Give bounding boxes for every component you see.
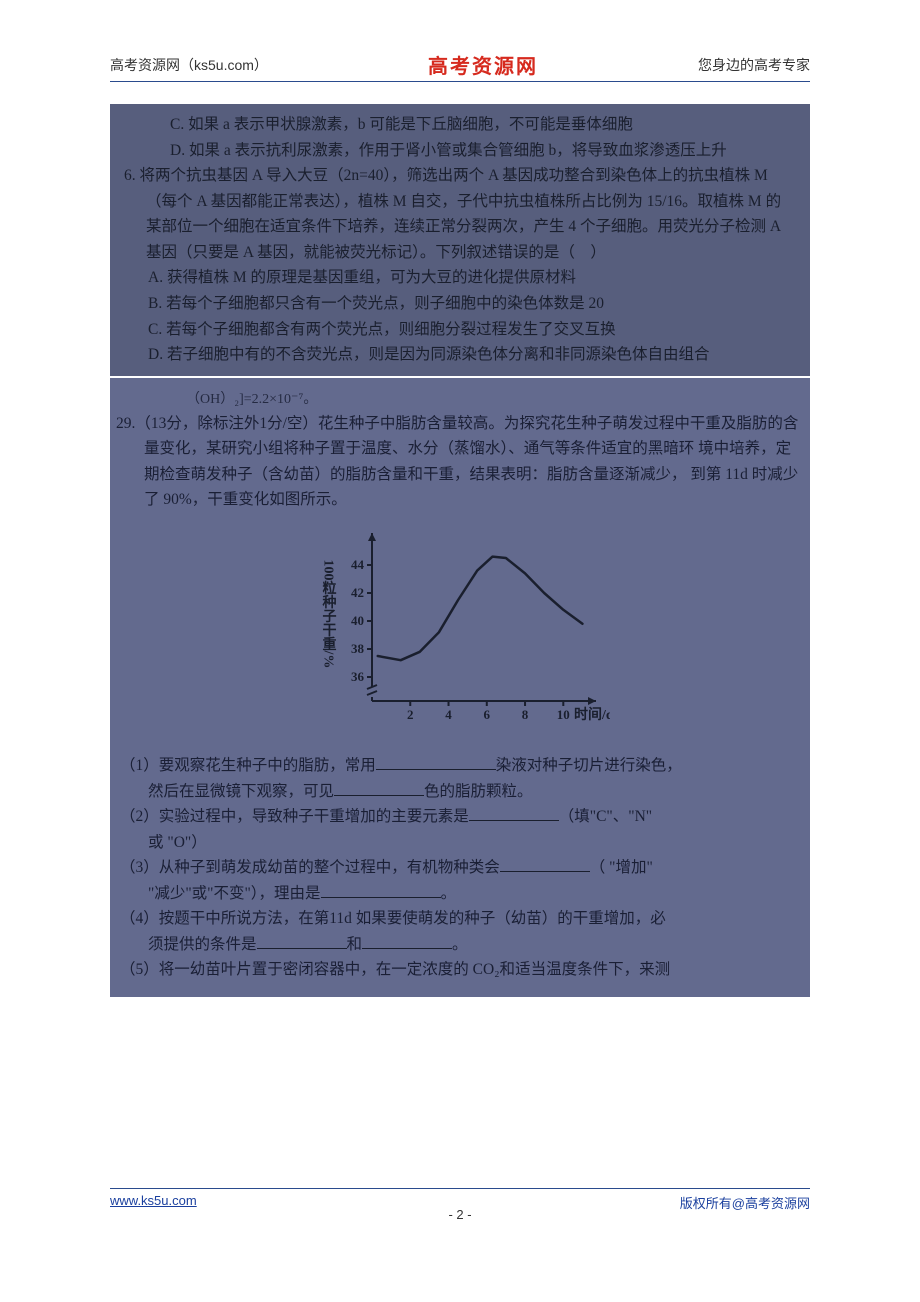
q29-3-a: （3）从种子到萌发成幼苗的整个过程中，有机物种类会 <box>120 859 500 876</box>
page-number: - 2 - <box>448 1207 471 1222</box>
svg-text:38: 38 <box>351 641 365 656</box>
page-footer: www.ks5u.com - 2 - 版权所有@高考资源网 <box>110 1188 810 1212</box>
question-block-1: C. 如果 a 表示甲状腺激素，b 可能是下丘脑细胞，不可能是垂体细胞 D. 如… <box>110 104 810 376</box>
q29-1-a: （1）要观察花生种子中的脂肪，常用 <box>120 757 376 774</box>
chart-container: 36 38 40 42 44 2 4 6 8 10 100粒种子干重/% 时间/d <box>116 525 804 735</box>
blank <box>257 933 347 949</box>
svg-text:42: 42 <box>351 585 364 600</box>
question-block-2: （OH）₂]=2.2×10⁻⁷。 29.（13分，除标注外1分/空）花生种子中脂… <box>110 378 810 997</box>
q29-4-d: 。 <box>452 936 468 953</box>
q6-opt-a: A. 获得植株 M 的原理是基因重组，可为大豆的进化提供原材料 <box>124 265 796 291</box>
svg-text:100粒种子干重/%: 100粒种子干重/% <box>321 560 338 669</box>
svg-text:4: 4 <box>445 707 452 722</box>
svg-text:44: 44 <box>351 557 365 572</box>
q6-opt-b: B. 若每个子细胞都只含有一个荧光点，则子细胞中的染色体数是 20 <box>124 291 796 317</box>
q29-1: （1）要观察花生种子中的脂肪，常用 染液对种子切片进行染色， <box>116 753 804 779</box>
dry-weight-chart: 36 38 40 42 44 2 4 6 8 10 100粒种子干重/% 时间/d <box>310 525 610 735</box>
svg-text:6: 6 <box>484 707 491 722</box>
partial-prev-line: （OH）₂]=2.2×10⁻⁷。 <box>116 388 804 411</box>
q29-5: （5）将一幼苗叶片置于密闭容器中，在一定浓度的 CO₂和适当温度条件下，来测 <box>116 957 804 983</box>
content-area: C. 如果 a 表示甲状腺激素，b 可能是下丘脑细胞，不可能是垂体细胞 D. 如… <box>110 104 810 997</box>
svg-text:时间/d: 时间/d <box>574 706 610 723</box>
q6-opt-d: D. 若子细胞中有的不含荧光点，则是因为同源染色体分离和非同源染色体自由组合 <box>124 342 796 368</box>
blank <box>500 857 590 873</box>
q29-1-b: 染液对种子切片进行染色， <box>496 757 682 774</box>
q29-2-cont: 或 "O"） <box>116 830 804 856</box>
svg-text:2: 2 <box>407 707 414 722</box>
q29-stem: 29.（13分，除标注外1分/空）花生种子中脂肪含量较高。为探究花生种子萌发过程… <box>116 411 804 513</box>
q29-3-c: "减少"或"不变"），理由是 <box>148 885 321 902</box>
svg-text:8: 8 <box>522 707 529 722</box>
blank <box>334 780 424 796</box>
q29-1-d: 色的脂肪颗粒。 <box>424 783 533 800</box>
q29-1-c: 然后在显微镜下观察，可见 <box>148 783 334 800</box>
blank <box>321 882 441 898</box>
blank <box>376 754 496 770</box>
page-header: 高考资源网（ks5u.com） 高考资源网 您身边的高考专家 <box>110 50 810 82</box>
q6-opt-c: C. 若每个子细胞都含有两个荧光点，则细胞分裂过程发生了交叉互换 <box>124 317 796 343</box>
header-title: 高考资源网 <box>428 50 538 79</box>
blank <box>362 933 452 949</box>
q6-stem: 6. 将两个抗虫基因 A 导入大豆（2n=40），筛选出两个 A 基因成功整合到… <box>124 163 796 265</box>
q29-3-d: 。 <box>441 885 457 902</box>
q29-4: （4）按题干中所说方法，在第11d 如果要使萌发的种子（幼苗）的干重增加，必 <box>116 906 804 932</box>
q29-2: （2）实验过程中，导致种子干重增加的主要元素是 （填"C"、"N" <box>116 804 804 830</box>
q29-1-cont: 然后在显微镜下观察，可见 色的脂肪颗粒。 <box>116 779 804 805</box>
prev-opt-d: D. 如果 a 表示抗利尿激素，作用于肾小管或集合管细胞 b，将导致血浆渗透压上… <box>124 138 796 164</box>
header-tagline: 您身边的高考专家 <box>698 55 810 75</box>
prev-opt-c: C. 如果 a 表示甲状腺激素，b 可能是下丘脑细胞，不可能是垂体细胞 <box>124 112 796 138</box>
q29-4-cont: 须提供的条件是 和 。 <box>116 932 804 958</box>
svg-text:36: 36 <box>351 669 365 684</box>
q29-4-b: 须提供的条件是 <box>148 936 257 953</box>
q29-4-c: 和 <box>347 936 363 953</box>
q29-3-cont: "减少"或"不变"），理由是 。 <box>116 881 804 907</box>
svg-text:10: 10 <box>557 707 570 722</box>
svg-text:40: 40 <box>351 613 364 628</box>
q29-3: （3）从种子到萌发成幼苗的整个过程中，有机物种类会 （ "增加" <box>116 855 804 881</box>
header-source: 高考资源网（ks5u.com） <box>110 55 268 75</box>
blank <box>469 806 559 822</box>
q29-3-b: （ "增加" <box>590 859 653 876</box>
page-frame: 高考资源网（ks5u.com） 高考资源网 您身边的高考专家 C. 如果 a 表… <box>110 50 810 1230</box>
q29-2-a: （2）实验过程中，导致种子干重增加的主要元素是 <box>120 808 469 825</box>
footer-url: www.ks5u.com <box>110 1193 197 1208</box>
q29-2-b: （填"C"、"N" <box>559 808 652 825</box>
footer-copyright: 版权所有@高考资源网 <box>680 1193 810 1212</box>
